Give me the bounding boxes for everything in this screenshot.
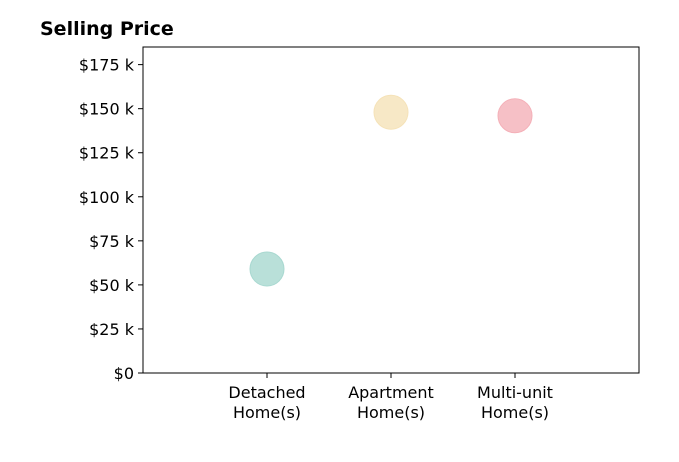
y-tick-label: $75 k (89, 232, 135, 251)
data-point (373, 94, 409, 130)
y-tick-label: $50 k (89, 276, 135, 295)
x-tick-label: Detached Home(s) (228, 383, 305, 422)
y-tick-label: $25 k (89, 320, 135, 339)
x-tick-label: Multi-unit Home(s) (477, 383, 553, 422)
x-tick-label: Apartment Home(s) (348, 383, 434, 422)
data-point (249, 251, 285, 287)
y-tick-label: $0 (114, 364, 134, 383)
y-tick-label: $175 k (79, 56, 135, 75)
x-axis: Detached Home(s) Apartment Home(s) Multi-uni… (228, 373, 553, 422)
y-axis: $0 $25 k $50 k $75 k $100 k $125 k $150 k $175 … (79, 56, 143, 383)
y-tick-label: $125 k (79, 144, 135, 163)
y-tick-label: $100 k (79, 188, 135, 207)
y-tick-label: $150 k (79, 100, 135, 119)
data-points (249, 94, 533, 287)
data-point (497, 98, 533, 134)
chart-title: Selling Price (40, 18, 174, 40)
